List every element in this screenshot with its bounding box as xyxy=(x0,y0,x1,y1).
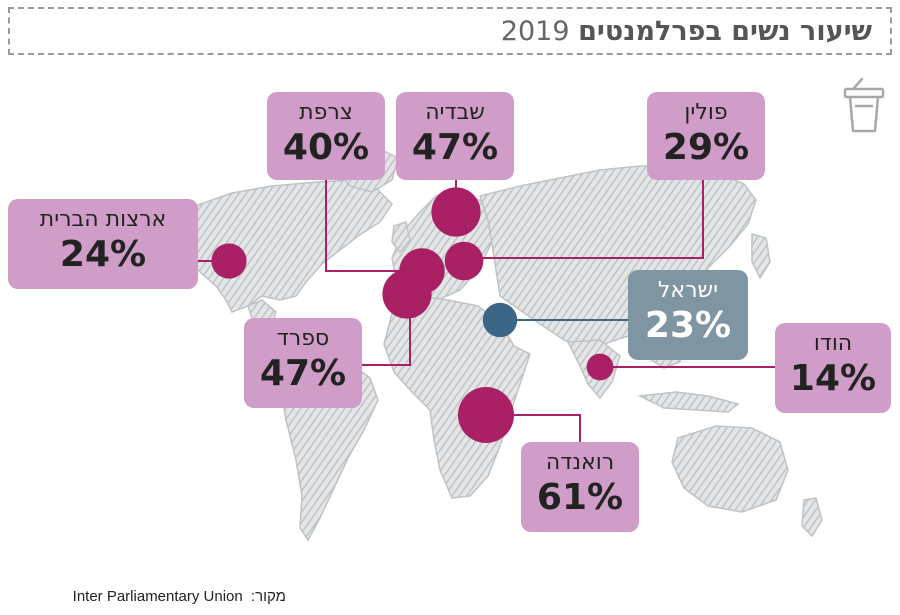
bubble-marker xyxy=(211,243,247,279)
value-label: 40% xyxy=(282,127,370,168)
label-box: שבדיה 47% xyxy=(396,92,514,180)
chart-title: שיעור נשים בפרלמנטים 2019 xyxy=(501,17,872,47)
connector-lines xyxy=(198,180,775,442)
value-label: 61% xyxy=(536,477,624,518)
label-box: ישראל 23% xyxy=(628,270,748,360)
continent-north-america xyxy=(177,179,393,313)
label-box: רואנדה 61% xyxy=(521,442,639,532)
country-label: ארצות הברית xyxy=(39,207,167,232)
bubbles xyxy=(211,187,614,443)
label-box: ארצות הברית 24% xyxy=(8,199,198,289)
connector-line xyxy=(482,180,704,259)
connector-line xyxy=(362,318,411,366)
podium-icon xyxy=(843,77,885,133)
title-year: 2019 xyxy=(500,16,570,47)
continent-new-zealand xyxy=(801,497,823,538)
country-label: פולין xyxy=(684,100,728,125)
label-box: הודו 14% xyxy=(775,323,891,413)
value-label: 47% xyxy=(259,353,347,394)
bubble-marker xyxy=(431,187,481,237)
connector-line xyxy=(325,180,406,272)
bubble-marker xyxy=(586,353,614,381)
country-label: צרפת xyxy=(299,100,353,125)
value-label: 29% xyxy=(662,127,750,168)
country-label: ספרד xyxy=(276,326,330,351)
bubble-marker xyxy=(382,269,432,319)
continent-uk xyxy=(391,221,411,254)
continent-africa xyxy=(383,295,531,499)
country-label: רואנדה xyxy=(545,450,615,475)
source-value: Inter Parliamentary Union xyxy=(72,588,243,605)
country-label: ישראל xyxy=(657,278,719,303)
bubble-marker xyxy=(458,387,514,443)
country-label: הודו xyxy=(813,331,853,356)
source-label: מקור: xyxy=(250,588,286,605)
continent-australia xyxy=(671,425,789,513)
source-note: Inter Parliamentary Union מקור: xyxy=(73,588,286,605)
continent-indonesia xyxy=(637,391,740,413)
continent-japan xyxy=(751,233,771,280)
connector-line xyxy=(514,414,581,442)
bubble-marker xyxy=(444,241,484,281)
label-box: צרפת 40% xyxy=(267,92,385,180)
value-label: 14% xyxy=(789,358,877,399)
label-box: פולין 29% xyxy=(647,92,765,180)
value-label: 47% xyxy=(411,127,499,168)
value-label: 23% xyxy=(644,305,732,346)
title-main: שיעור נשים בפרלמנטים xyxy=(578,16,872,47)
country-label: שבדיה xyxy=(425,100,485,125)
title-box: שיעור נשים בפרלמנטים 2019 xyxy=(8,7,892,55)
bubble-marker xyxy=(482,302,518,338)
label-box: ספרד 47% xyxy=(244,318,362,408)
value-label: 24% xyxy=(59,234,147,275)
